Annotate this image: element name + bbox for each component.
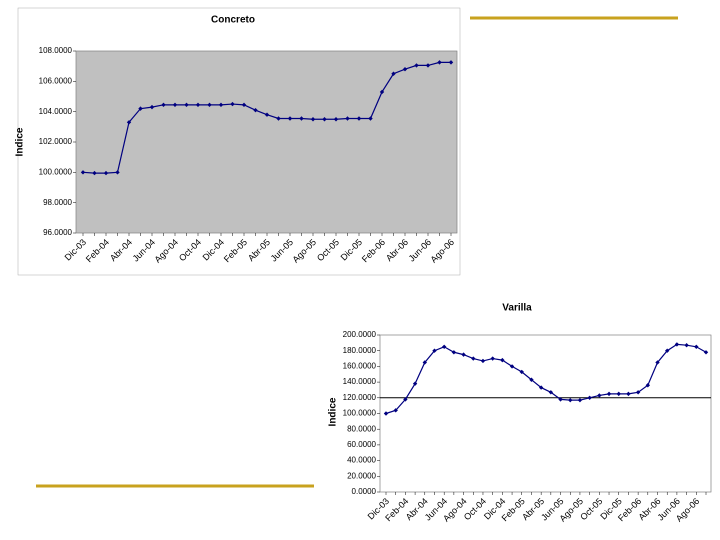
data-point [684, 343, 689, 348]
data-point [437, 60, 442, 65]
data-point [577, 397, 583, 403]
data-point [606, 391, 612, 397]
y-tick-label: 98.0000 [43, 198, 72, 207]
y-tick-label: 0.0000 [352, 487, 377, 496]
data-point [529, 377, 534, 382]
data-point [645, 383, 651, 388]
data-point [655, 360, 660, 365]
data-line [385, 343, 707, 415]
data-point [674, 342, 680, 347]
y-tick-label: 120.0000 [343, 393, 377, 402]
data-point [218, 102, 224, 108]
data-point [161, 102, 166, 108]
data-point [703, 350, 709, 355]
data-point [368, 116, 373, 121]
data-point [597, 393, 602, 398]
data-point [126, 120, 132, 125]
y-tick-label: 60.0000 [347, 440, 376, 449]
y-tick-label: 140.0000 [343, 377, 377, 386]
y-tick-label: 100.0000 [39, 167, 73, 176]
data-point [403, 397, 408, 402]
data-point [548, 390, 554, 395]
data-point [538, 385, 544, 390]
data-point [149, 104, 155, 110]
data-point [138, 106, 143, 111]
data-point [471, 356, 476, 361]
data-point [558, 397, 563, 402]
data-point [241, 102, 247, 108]
data-point [287, 116, 293, 121]
data-point [299, 116, 304, 121]
data-point [616, 391, 621, 397]
chart-title: Concreto [211, 15, 255, 26]
data-point [519, 369, 524, 375]
y-tick-label: 108.0000 [39, 46, 73, 55]
data-point [665, 348, 670, 353]
data-point [568, 397, 573, 403]
y-axis-label: Indice [328, 397, 339, 426]
data-point [441, 344, 447, 349]
data-point [694, 344, 699, 349]
data-point [391, 71, 396, 76]
data-point [172, 102, 178, 108]
data-point [379, 89, 385, 95]
data-point [425, 63, 431, 68]
data-point [383, 411, 389, 416]
data-point [412, 381, 418, 386]
data-point [461, 352, 466, 357]
data-point [184, 102, 189, 108]
chart-title: Varilla [502, 303, 532, 314]
data-point [451, 350, 457, 355]
data-point [333, 117, 339, 122]
y-tick-label: 180.0000 [343, 346, 377, 355]
data-point [230, 101, 235, 107]
y-tick-label: 106.0000 [39, 76, 73, 85]
data-point [276, 116, 281, 121]
y-tick-label: 160.0000 [343, 362, 377, 371]
data-point [402, 67, 408, 72]
data-point [414, 63, 419, 68]
data-point [393, 408, 398, 413]
data-point [490, 356, 495, 361]
data-point [115, 170, 120, 175]
y-tick-label: 80.0000 [347, 424, 376, 433]
y-tick-label: 96.0000 [43, 228, 72, 237]
data-point [587, 395, 592, 400]
data-point [635, 390, 641, 395]
data-point [626, 391, 631, 397]
y-tick-label: 20.0000 [347, 471, 376, 480]
data-point [103, 170, 109, 176]
data-point [253, 107, 258, 113]
plot-area [75, 50, 458, 234]
data-point [500, 357, 505, 363]
y-tick-label: 40.0000 [347, 456, 376, 465]
data-point [92, 170, 97, 176]
y-tick-label: 100.0000 [343, 409, 377, 418]
data-point [322, 117, 327, 122]
data-point [509, 364, 515, 369]
data-point [432, 348, 437, 353]
data-point [80, 170, 86, 175]
data-point [448, 60, 454, 65]
data-point [207, 102, 212, 108]
data-point [264, 112, 270, 117]
data-point [480, 358, 486, 364]
y-tick-label: 104.0000 [39, 107, 73, 116]
data-point [356, 116, 362, 121]
data-point [422, 360, 427, 365]
data-point [195, 102, 201, 108]
y-axis-label: Indice [15, 127, 26, 156]
y-tick-label: 102.0000 [39, 137, 73, 146]
y-tick-label: 200.0000 [343, 330, 377, 339]
data-point [345, 116, 350, 121]
data-point [310, 117, 316, 122]
